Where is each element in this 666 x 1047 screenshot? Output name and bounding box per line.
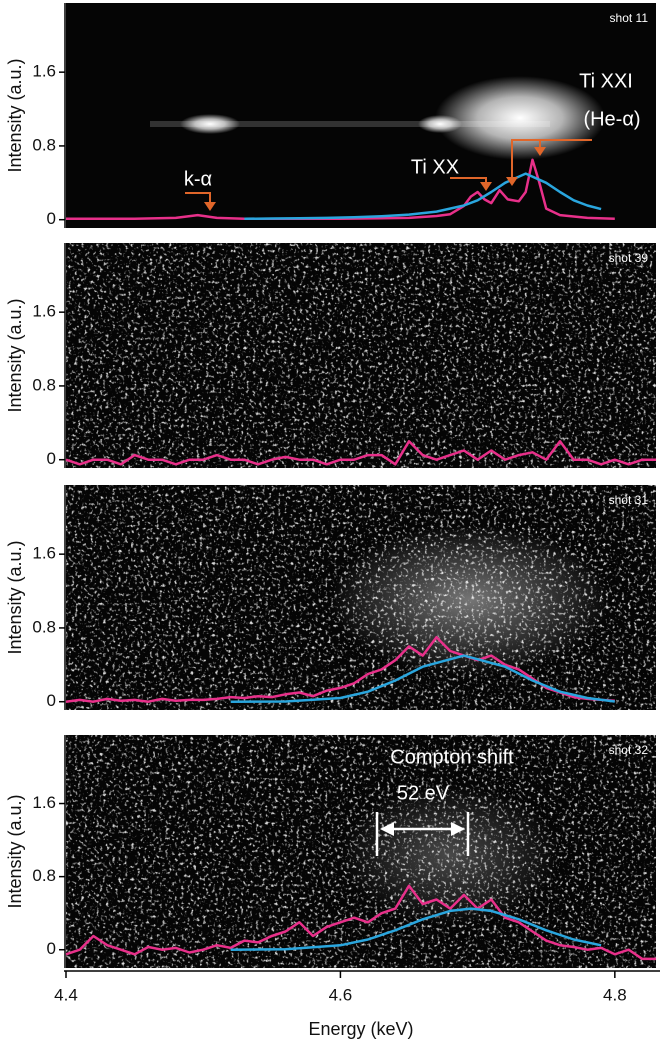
shot-label: shot 39 <box>609 251 649 265</box>
y-tick-label: 0.8 <box>32 375 56 394</box>
arrow <box>185 192 211 203</box>
x-tick-label: 4.6 <box>329 985 353 1004</box>
annotation: 52 eV <box>397 782 450 804</box>
x-tick-label: 4.8 <box>603 985 627 1004</box>
streak <box>150 121 550 127</box>
y-axis-label: Intensity (a.u.) <box>5 540 25 654</box>
annotation: (He-α) <box>583 108 640 130</box>
spectrum-line <box>65 884 656 961</box>
y-axis-label: Intensity (a.u.) <box>5 298 25 412</box>
spectrum-line <box>65 635 615 703</box>
y-axis-label: Intensity (a.u.) <box>5 58 25 172</box>
spectrum-line <box>244 172 602 221</box>
y-tick-label: 0.8 <box>32 135 56 154</box>
annotation: k-α <box>184 168 212 190</box>
arrow-head <box>380 822 394 836</box>
annotation: Compton shift <box>390 746 514 768</box>
annotation: Ti XX <box>411 156 459 178</box>
arrow <box>450 177 487 183</box>
y-tick-label: 0 <box>47 939 56 958</box>
y-tick-label: 1.6 <box>32 62 56 81</box>
y-tick-label: 0.8 <box>32 866 56 885</box>
spectrum-line <box>66 158 615 221</box>
arrow <box>511 139 592 178</box>
shot-label: shot 31 <box>609 493 649 507</box>
arrow-head <box>204 202 216 211</box>
spectrum-line <box>230 654 615 703</box>
shot-label: shot 11 <box>610 11 649 25</box>
y-tick-label: 0 <box>47 209 56 228</box>
x-tick-label: 4.4 <box>54 985 78 1004</box>
spectrum-line <box>65 440 656 466</box>
cloud <box>330 525 610 675</box>
annotation: Ti XXI <box>579 70 633 92</box>
shot-label: shot 32 <box>609 743 649 757</box>
arrow-head <box>451 822 465 836</box>
arrow-head <box>480 182 492 191</box>
spectrum-line <box>230 907 602 951</box>
cloud <box>340 785 560 925</box>
arrow-head <box>534 147 546 156</box>
arrow-head <box>506 177 518 186</box>
speckle <box>66 243 656 468</box>
y-tick-label: 0.8 <box>32 617 56 636</box>
y-tick-label: 1.6 <box>32 544 56 563</box>
y-tick-label: 1.6 <box>32 302 56 321</box>
x-axis-label: Energy (keV) <box>308 1019 413 1039</box>
y-tick-label: 0 <box>47 449 56 468</box>
glow <box>180 114 240 134</box>
y-tick-label: 1.6 <box>32 793 56 812</box>
y-axis-label: Intensity (a.u.) <box>5 794 25 908</box>
y-tick-label: 0 <box>47 691 56 710</box>
